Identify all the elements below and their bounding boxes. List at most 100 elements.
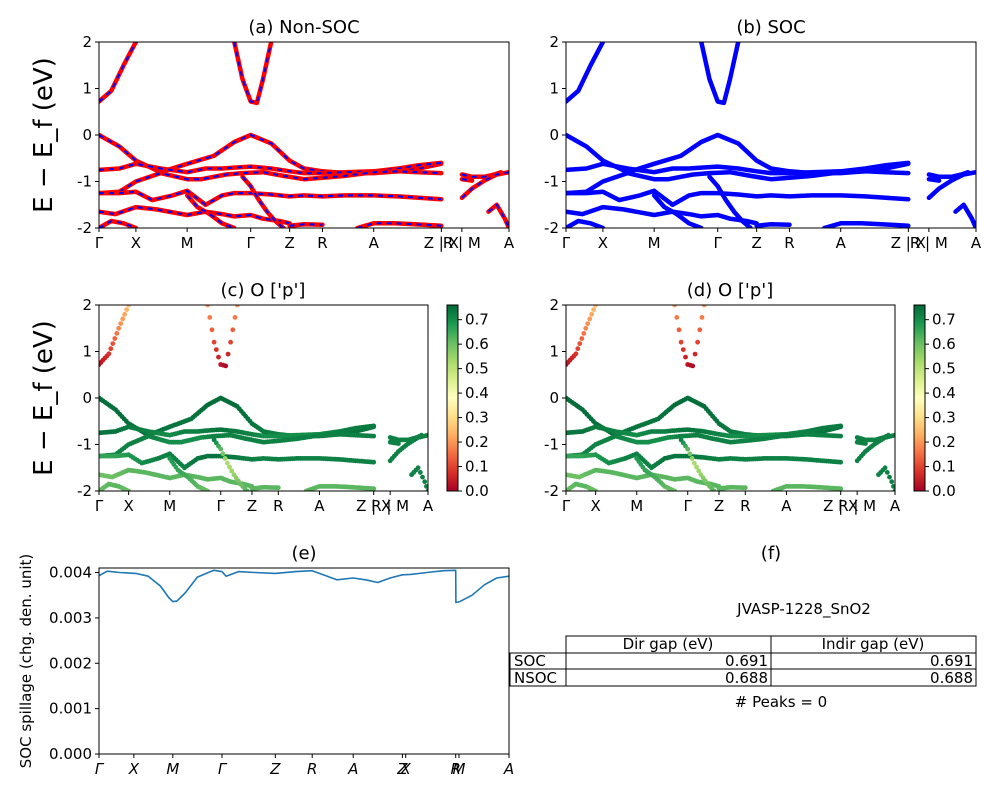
panel-d-point [692,351,698,357]
panel-d-colorbar-label: 0.7 [932,311,956,329]
panel-e-frame [98,567,510,755]
panel-a-band-soc [186,194,235,228]
panel-a-band-soc [233,42,273,105]
panel-c-colorbar-label: 0.2 [465,433,489,451]
panel-b-band-soc [566,204,759,226]
panel-c-xtick-label: X [123,497,133,515]
panel-a-xtick-label: Z [285,234,295,252]
panel-c-point [232,315,238,320]
panel-b-band-soc [926,176,942,183]
gap-table-nsoc-indir: 0.688 [930,669,973,687]
panel-c-point [225,351,231,357]
panel-c-point [106,351,112,357]
panel-d-point [672,488,677,491]
panel-c-point [112,336,118,341]
panel-e-xtick-label: A [503,760,514,778]
panel-e-ytick-label: 0.001 [49,700,92,718]
panel-d-title: (d) O ['p'] [687,280,773,301]
panel-d-point [889,479,895,485]
panel-e-xtick-label: Γ [218,760,228,778]
panel-b-xtick-label: A [971,234,982,252]
panel-a-xtick-label: X [131,234,141,252]
panel-b-xtick-label: Z [752,234,762,252]
panel-c-title: (c) O ['p'] [221,280,306,301]
panel-b-frame [565,41,977,229]
panel-c-colorbar-label: 0.7 [465,311,489,329]
panel-b-xtick-label: R | M [910,234,948,252]
gap-table-soc-dir: 0.691 [725,652,768,670]
panel-d-point [591,307,596,312]
panel-b-plot: -2 -1 0 1 2 Γ X M Γ Z R A Z | XR | M A [544,33,982,252]
panel-c-frame [98,304,429,492]
panel-c-xtick-label: Γ [217,497,226,515]
panel-a-xtick-label: R [317,234,327,252]
panel-d-point [593,488,598,491]
panel-d-point [583,325,589,331]
panel-b-xtick-label: Z | X [891,234,926,252]
panel-c-colorbar: 0.0 0.1 0.2 0.3 0.4 0.5 0.6 0.7 [446,304,489,500]
panel-c-point [218,446,224,452]
panel-c-point [420,474,425,480]
panel-d-point [575,346,581,352]
panel-c-point [116,325,122,331]
panel-c-xtick-label: Z [247,497,257,515]
panel-c-colorbar-label: 0.3 [465,409,489,427]
panel-c-point [120,316,126,322]
panel-a-ytick-label: 1 [82,80,92,98]
panel-b-band-soc [566,188,911,208]
panel-b-xtick-label: X [598,234,608,252]
panel-e-xtick-label: Z [269,760,281,778]
panel-a-ylabel: E − E_f (eV) [29,57,59,213]
panel-c-point [222,456,228,461]
panel-c-point [108,346,114,352]
panel-b-band-soc [566,218,606,228]
panel-e-xtick-label: X [400,760,412,778]
panel-c-xtick-label: R [273,497,283,515]
panel-e-xtick-label: Z [396,760,408,778]
panel-c-point [417,470,423,475]
panel-a-band-soc [461,178,473,182]
panel-d-xtick-label: A [781,497,792,515]
panel-a-band-soc [99,206,290,225]
panel-c-xtick-label: A [314,497,325,515]
panel-c-ytick-label: -1 [77,436,92,454]
panel-a-band-nonsoc [99,188,444,208]
panel-d-point [680,347,686,352]
panel-b-xtick-label: R [784,234,794,252]
panel-c-point [244,488,250,491]
gap-table-soc-indir: 0.691 [930,652,973,670]
panel-e-xtick-label: A [347,760,358,778]
panel-a-band-soc [241,176,285,228]
panel-a-band-nonsoc [232,42,274,106]
panel-c-colorbar-label: 0.4 [465,384,489,402]
panel-c-point [207,315,213,320]
panel-a-band-soc [461,171,502,178]
panel-d-xtick-label: M [630,497,643,515]
panel-c-point [275,485,281,491]
panel-d-point [884,470,890,475]
panel-e-title: (e) [291,543,316,564]
panel-c-point [230,327,236,333]
panel-d-xtick-label: Γ [562,497,571,515]
panel-c-point [110,341,116,346]
panel-d-colorbar-label: 0.3 [932,409,956,427]
panel-c-point [425,432,428,438]
panel-e-xtick-label: R [450,760,460,778]
panel-a-xtick-label: Γ [95,234,104,252]
panel-c-point [415,465,421,471]
panel-c-point [213,347,219,352]
panel-d-point [838,459,844,465]
panel-c-point [220,451,226,457]
panel-c-points [99,305,428,491]
panel-b-band-soc [926,169,976,201]
panel-d-point [892,432,895,438]
panel-d-colorbar-gradient [913,304,926,492]
panel-a-band-soc [99,170,442,195]
panel-c-point [126,488,131,491]
panel-d-point [589,311,595,317]
panel-a-xtick-label: M [181,234,194,252]
panel-c-colorbar-label: 0.5 [465,360,489,378]
panel-c-point [425,488,428,491]
panel-c-colorbar-label: 0.0 [465,482,489,500]
panel-c-point [205,488,210,491]
